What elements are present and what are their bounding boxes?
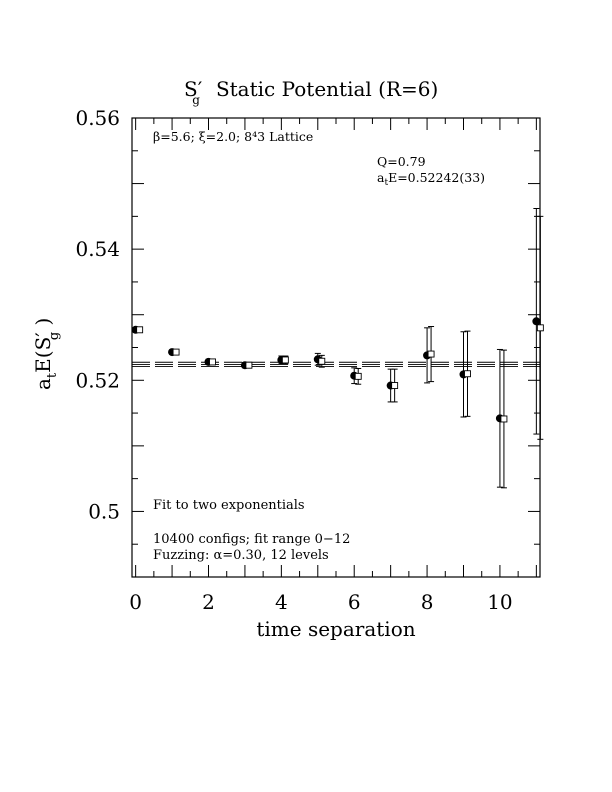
q-annotation: Q=0.79 — [377, 154, 426, 169]
y-axis-label: atE(S′g ) — [31, 318, 62, 390]
data-point-square — [136, 326, 144, 334]
x-tick-label: 8 — [421, 590, 434, 614]
data-points — [131, 207, 544, 489]
data-point-square — [536, 324, 544, 332]
y-tick-label: 0.5 — [88, 499, 120, 523]
data-point-square — [464, 370, 471, 378]
y-tick-label: 0.54 — [75, 237, 120, 261]
data-point-square — [354, 372, 362, 380]
energy-annotation: atE=0.52242(33) — [377, 170, 485, 188]
data-point-square — [427, 350, 435, 358]
configs-annotation: 10400 configs; fit range 0−12 — [153, 532, 350, 547]
data-point-square — [500, 415, 508, 423]
x-tick-label: 0 — [129, 590, 142, 614]
axis-tick-labels: 0 2 4 6 8 10 0.5 0.52 0.54 0.56 — [75, 106, 512, 614]
x-tick-label: 4 — [275, 590, 288, 614]
lattice-annotation: β=5.6; ξ=2.0; 8⁴3 Lattice — [153, 129, 313, 144]
data-point-square — [172, 348, 180, 356]
data-point-square — [391, 382, 399, 389]
fit-annotation: Fit to two exponentials — [153, 498, 305, 513]
fit-band — [132, 361, 540, 368]
y-tick-label: 0.52 — [75, 368, 120, 392]
data-point-circle — [532, 317, 541, 326]
chart-title: S′g Static Potential (R=6) — [184, 77, 438, 107]
x-tick-label: 10 — [487, 590, 512, 614]
x-tick-label: 6 — [348, 590, 361, 614]
y-tick-label: 0.56 — [75, 106, 120, 130]
data-point-square — [209, 358, 216, 366]
data-point-square — [245, 361, 253, 369]
data-point-square — [318, 357, 326, 365]
data-point-square — [281, 356, 289, 364]
x-tick-label: 2 — [202, 590, 215, 614]
fuzzing-annotation: Fuzzing: α=0.30, 12 levels — [153, 548, 329, 563]
axis-ticks — [132, 117, 540, 578]
x-axis-label: time separation — [256, 617, 415, 641]
